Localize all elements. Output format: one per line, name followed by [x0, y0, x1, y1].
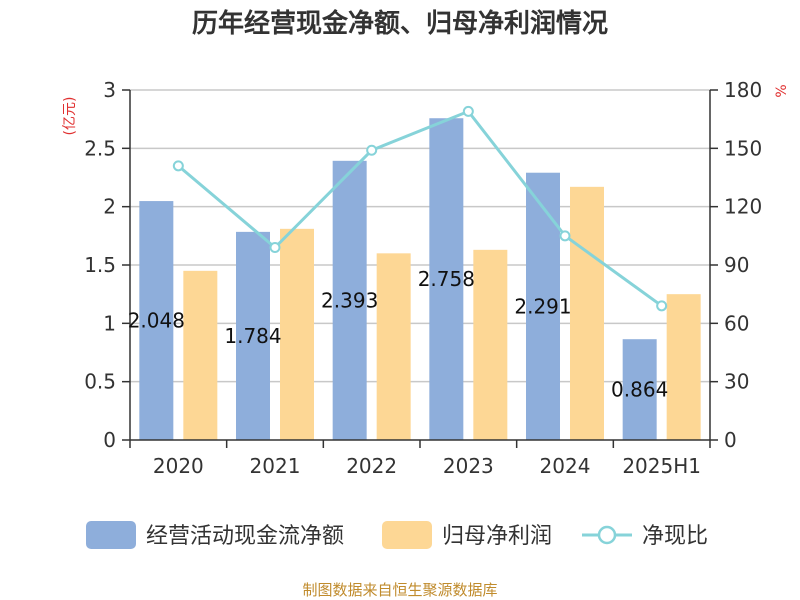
bar-cash-flow — [236, 231, 270, 440]
y-left-unit: (亿元) — [62, 97, 78, 136]
data-label-cash-flow: 2.048 — [128, 309, 185, 333]
y-left-tick-label: 2.5 — [84, 136, 116, 160]
bar-cash-flow — [429, 118, 464, 440]
data-label-cash-flow: 2.291 — [514, 294, 571, 318]
y-right-tick-label: 60 — [724, 311, 749, 335]
y-left-tick-label: 3 — [103, 78, 116, 102]
x-tick-label: 2022 — [346, 454, 397, 478]
x-tick-label: 2023 — [443, 454, 494, 478]
legend-swatch-net-profit — [382, 521, 432, 549]
x-tick-label: 2020 — [153, 454, 204, 478]
y-right-tick-label: 180 — [724, 78, 762, 102]
bar-net-profit — [280, 228, 314, 440]
y-left-tick-label: 0.5 — [84, 370, 116, 394]
bar-net-profit — [376, 253, 411, 440]
point-ratio — [366, 144, 378, 156]
point-ratio — [559, 230, 571, 242]
line-series — [172, 105, 668, 312]
legend-marker-ratio — [597, 525, 617, 545]
data-label-cash-flow: 1.784 — [224, 324, 281, 348]
bar-series — [139, 118, 701, 441]
y-right-tick-label: 0 — [724, 428, 737, 452]
point-ratio — [656, 300, 668, 312]
bar-net-profit — [570, 186, 604, 440]
x-tick-label: 2025H1 — [622, 454, 701, 478]
legend-label-net-profit: 归母净利润 — [442, 524, 552, 549]
data-label-cash-flow: 2.758 — [418, 267, 475, 291]
bar-cash-flow — [139, 201, 174, 440]
y-left-tick-label: 2 — [103, 195, 116, 219]
y-right-tick-label: 120 — [724, 195, 762, 219]
legend: 经营活动现金流净额 归母净利润 净现比 — [86, 521, 708, 549]
bar-net-profit — [183, 270, 218, 440]
x-tick-label: 2021 — [250, 454, 301, 478]
bar-cash-flow — [526, 172, 560, 440]
chart-title: 历年经营现金净额、归母净利润情况 — [192, 8, 608, 39]
point-ratio — [269, 242, 281, 253]
y-left-tick-label: 1 — [103, 311, 116, 335]
bar-cash-flow — [622, 339, 657, 440]
legend-label-ratio: 净现比 — [642, 524, 708, 549]
source-note: 制图数据来自恒生聚源数据库 — [302, 581, 497, 599]
x-tick-label: 2024 — [540, 454, 591, 478]
point-ratio — [462, 105, 474, 117]
bar-net-profit — [473, 249, 508, 440]
y-left-tick-label: 1.5 — [84, 253, 116, 277]
bar-cash-flow — [332, 160, 367, 441]
legend-label-cash-flow: 经营活动现金流净额 — [146, 524, 344, 549]
bar-net-profit — [666, 294, 701, 440]
y-right-tick-label: 90 — [724, 253, 749, 277]
point-ratio — [172, 160, 184, 172]
y-right-unit: % — [774, 84, 790, 97]
data-label-cash-flow: 0.864 — [611, 378, 668, 402]
data-labels: 2.048 1.784 2.393 2.758 2.291 0.864 — [128, 267, 669, 401]
line-ratio — [177, 109, 663, 308]
y-right-tick-label: 150 — [724, 136, 762, 160]
y-right-tick-label: 30 — [724, 370, 749, 394]
data-label-cash-flow: 2.393 — [321, 288, 378, 312]
legend-swatch-cash-flow — [86, 521, 136, 549]
y-left-tick-label: 0 — [103, 428, 116, 452]
